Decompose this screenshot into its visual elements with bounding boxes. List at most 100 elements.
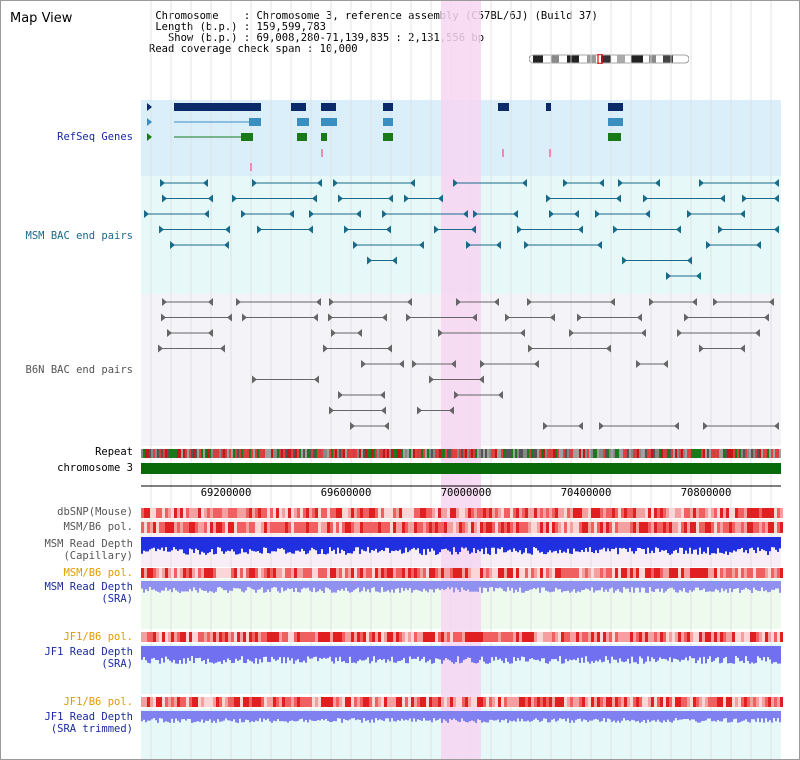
msm-pol-sra-heat-cell: [378, 568, 381, 578]
jf1-depth-sra-bar: [403, 646, 405, 659]
jf1-depth-sra-bar: [499, 646, 501, 659]
refseq-gene-exon: [608, 118, 623, 126]
msm-pol-heat-cell: [408, 522, 411, 533]
chromosome-ideogram[interactable]: [529, 54, 689, 64]
msm-depth-sra-bar: [765, 581, 767, 591]
dbsnp-heat-cell: [381, 508, 384, 518]
msm-pol-sra-heat-cell: [468, 568, 471, 578]
dbsnp-heat-cell: [495, 508, 498, 518]
jf1-pol-heat-cell: [684, 632, 687, 642]
dbsnp-heat-cell: [453, 508, 456, 518]
jf1-pol-trim-heat-cell: [321, 697, 324, 707]
chromosome-label[interactable]: chromosome 3: [57, 462, 133, 474]
msm-pol-sra-label[interactable]: MSM/B6 pol.: [63, 567, 133, 579]
repeat-segment: [573, 449, 575, 458]
msm-pol-heat-cell: [612, 522, 615, 533]
msm-pol-sra-heat-cell: [219, 568, 222, 578]
jf1-pol-heat-cell: [720, 632, 723, 642]
msm-pol-heat-cell: [141, 522, 144, 533]
dbsnp-heat-cell: [615, 508, 618, 518]
jf1-pol-trim-heat-cell: [276, 697, 279, 707]
jf1-depth-sra-label[interactable]: JF1 Read Depth: [44, 646, 133, 658]
repeat-label[interactable]: Repeat: [95, 446, 133, 458]
msm-depth-cap-bar: [717, 537, 719, 549]
repeat-segment: [477, 449, 479, 458]
jf1-depth-trim-bar: [645, 711, 647, 723]
jf1-depth-sra-bar: [525, 646, 527, 662]
msm-pol-heat-cell: [486, 522, 489, 533]
msm-depth-cap-bar: [297, 537, 299, 551]
msm-depth-cap-bar: [747, 537, 749, 554]
jf1-pol-heat-cell: [456, 632, 459, 642]
dbsnp-label[interactable]: dbSNP(Mouse): [57, 506, 133, 518]
msm-depth-sra-bar: [509, 581, 511, 591]
jf1-depth-sra-bar: [693, 646, 695, 659]
jf1-pol-heat-cell: [189, 632, 192, 642]
msm-depth-cap-bar: [447, 537, 449, 551]
msm-pol-sra-heat-cell: [606, 568, 609, 578]
jf1-depth-trim-bar: [655, 711, 657, 722]
jf1-depth-sra-bar: [671, 646, 673, 663]
jf1-depth-trim-bar: [621, 711, 623, 721]
jf1-pol-trimmed-label[interactable]: JF1/B6 pol.: [63, 696, 133, 708]
msm-depth-sra-bar: [679, 581, 681, 591]
msm-depth-sra-bar: [657, 581, 659, 589]
repeat-segment: [445, 449, 447, 458]
msm-pol-heat-cell: [507, 522, 510, 533]
jf1-pol-trim-heat-cell: [177, 697, 180, 707]
jf1-depth-sra-bar: [475, 646, 477, 664]
repeat-segment: [305, 449, 307, 458]
msm-pol-heat-cell: [699, 522, 702, 533]
b6n-bac-end-pairs-label[interactable]: B6N BAC end pairs: [25, 364, 133, 376]
dbsnp-heat-cell: [765, 508, 768, 518]
jf1-pol-heat-cell: [522, 632, 525, 642]
msm-depth-sra-label[interactable]: MSM Read Depth: [44, 581, 133, 593]
msm-depth-cap-bar: [385, 537, 387, 548]
msm-depth-sra-bar: [605, 581, 607, 590]
jf1-pol-label[interactable]: JF1/B6 pol.: [63, 631, 133, 643]
msm-pol-sra-heat-cell: [477, 568, 480, 578]
msm-depth-capillary-label[interactable]: MSM Read Depth: [44, 538, 133, 550]
jf1-pol-trim-heat-cell: [411, 697, 414, 707]
msm-depth-sra-bar: [265, 581, 267, 593]
jf1-pol-trim-heat-cell: [756, 697, 759, 707]
refseq-gene-arrow: [147, 118, 152, 126]
jf1-pol-heat-cell: [441, 632, 444, 642]
repeat-segment: [711, 449, 713, 458]
msm-pol-label[interactable]: MSM/B6 pol.: [63, 521, 133, 533]
jf1-pol-heat-cell: [618, 632, 621, 642]
msm-pol-heat-cell: [240, 522, 243, 533]
msm-depth-sra-bar: [567, 581, 569, 591]
msm-depth-cap-bar: [565, 537, 567, 553]
msm-bac-end-arrow: [742, 194, 747, 203]
jf1-pol-heat-cell: [243, 632, 246, 642]
msm-pol-sra-heat-cell: [345, 568, 348, 578]
jf1-pol-trim-heat-cell: [171, 697, 174, 707]
msm-pol-heat-cell: [243, 522, 246, 533]
msm-pol-heat-cell: [336, 522, 339, 533]
repeat-segment: [453, 449, 455, 458]
jf1-depth-sra-bar: [393, 646, 395, 663]
repeat-segment: [743, 449, 745, 458]
msm-pol-heat-cell: [351, 522, 354, 533]
jf1-pol-trim-heat-cell: [639, 697, 642, 707]
jf1-depth-trim-bar: [713, 711, 715, 721]
dbsnp-heat-cell: [216, 508, 219, 518]
jf1-pol-trim-heat-cell: [153, 697, 156, 707]
dbsnp-heat-cell: [219, 508, 222, 518]
jf1-depth-trimmed-label[interactable]: JF1 Read Depth: [44, 711, 133, 723]
msm-pol-sra-heat-cell: [459, 568, 462, 578]
msm-depth-sra-bar: [609, 581, 611, 589]
jf1-pol-trim-heat-cell: [744, 697, 747, 707]
msm-depth-sra-bar: [423, 581, 425, 589]
jf1-depth-sra-bar: [155, 646, 157, 660]
msm-pol-sra-heat-cell: [756, 568, 759, 578]
repeat-segment: [145, 449, 147, 458]
jf1-depth-sra-bar: [207, 646, 209, 659]
dbsnp-heat-cell: [714, 508, 717, 518]
jf1-pol-trim-heat-cell: [717, 697, 720, 707]
msm-bac-end-pairs-label[interactable]: MSM BAC end pairs: [25, 230, 133, 242]
msm-pol-heat-cell: [513, 522, 516, 533]
refseq-genes-label[interactable]: RefSeq Genes: [57, 131, 133, 143]
